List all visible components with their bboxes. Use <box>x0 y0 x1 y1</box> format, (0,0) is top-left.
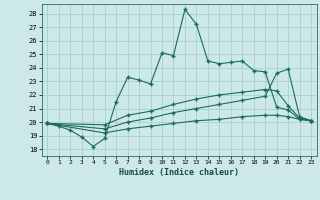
X-axis label: Humidex (Indice chaleur): Humidex (Indice chaleur) <box>119 168 239 177</box>
